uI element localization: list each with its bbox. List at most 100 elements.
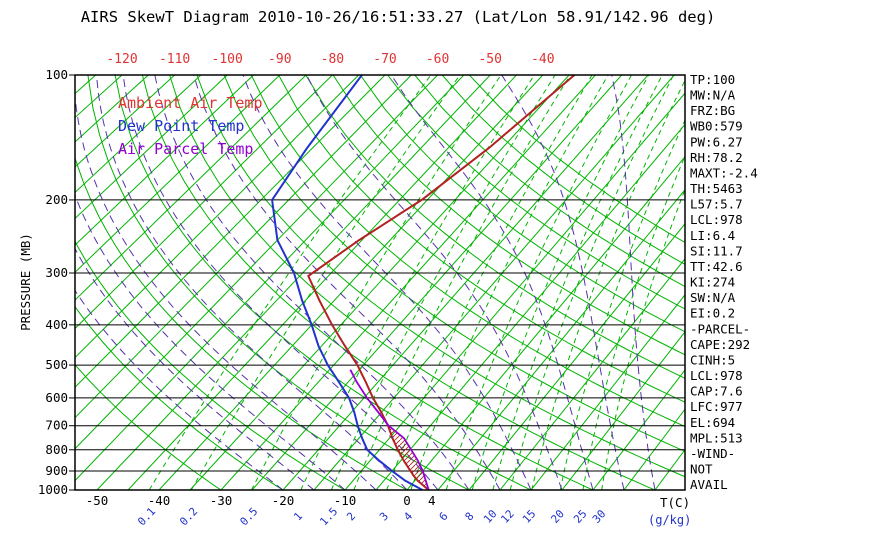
moist-adiabat-line [96,75,408,490]
stats-panel: TP:100MW:N/AFRZ:BGWB0:579PW:6.27RH:78.2M… [690,72,758,492]
ambient-temp-trace [307,75,576,490]
stat-line: EI:0.2 [690,306,735,321]
isotherm-line [220,75,596,490]
isotherm-line [75,75,386,388]
pressure-tick-label: 200 [45,192,68,207]
stat-line: SI:11.7 [690,243,743,258]
stat-line: SW:N/A [690,290,736,305]
stat-line: MW:N/A [690,88,736,103]
moist-adiabat-line [154,75,470,490]
mixing-ratio-line [148,75,432,490]
isotherm-line [96,75,491,490]
isotherm-line [75,75,281,273]
moist-adiabat-line [75,90,377,490]
isotherm-line [75,75,254,246]
stat-line: CAPE:292 [690,337,750,352]
mixing-ratio-tick-label: 8 [463,510,477,524]
pressure-tick-label: 100 [45,67,68,82]
dew-point-trace [271,75,423,490]
mixing-ratio-tick-label: 10 [481,507,500,526]
mixing-ratio-tick-label: 0.1 [135,505,158,528]
dry-adiabat-line [414,75,685,288]
isotherm-line [561,331,685,490]
mixing-ratio-line [582,154,685,490]
moist-adiabat-line [193,75,501,490]
isotherm-line [468,223,685,490]
stat-line: L57:5.7 [690,197,743,212]
mixing-ratio-tick-label: 2 [344,510,358,524]
pressure-tick-label: 900 [45,463,68,478]
mixing-ratio-axis-title: (g/kg) [648,513,691,527]
stat-line: WB0:579 [690,119,743,134]
dry-adiabat-line [250,75,685,428]
top-temp-tick-label: -60 [426,52,449,67]
isotherm-line [313,75,675,490]
isotherm-line [75,75,202,194]
top-temp-tick-label: -80 [321,52,344,67]
mixing-ratio-line [190,75,461,490]
mixing-ratio-line [353,75,571,490]
pressure-tick-label: 1000 [38,482,68,497]
isotherm-line [623,408,685,490]
bottom-temp-tick-label: -50 [86,493,109,508]
moist-adiabat-line [122,75,439,490]
isotherm-line [75,75,175,168]
stat-line: TH:5463 [690,181,743,196]
mixing-ratio-line [410,75,609,490]
stat-line: EL:694 [690,415,735,430]
stat-line: LCL:978 [690,368,743,383]
isotherm-line [375,123,685,490]
mixing-ratio-line [509,75,674,490]
moist-adiabat-line [75,247,315,490]
mixing-ratio-line [471,75,650,490]
plot-frame [74,74,686,491]
legend-dew-point-temp: Dew Point Temp [118,117,244,135]
stat-line: -WIND- [690,446,735,461]
dry-adiabat-line [223,75,685,452]
isotherm-line [437,189,685,490]
dry-adiabat-line [332,75,685,356]
isotherm-line [654,448,685,490]
mixing-ratio-line [559,118,685,490]
top-temp-tick-label: -110 [159,52,190,67]
mixing-ratio-tick-label: 20 [548,507,567,526]
moist-adiabat-line [306,75,563,490]
mixing-ratio-line [386,75,593,490]
dry-adiabat-line [305,75,685,379]
bottom-temp-tick-label: -40 [148,493,171,508]
dry-adiabat-lines [75,75,685,490]
moist-adiabat-line [390,75,594,490]
isotherm-line [344,92,685,490]
plot-area [75,75,685,490]
dry-adiabat-line [196,75,685,478]
mixing-ratio-line [445,75,632,490]
moist-adiabat-line [75,289,284,490]
dry-adiabat-line [114,75,532,490]
stat-line: TT:42.6 [690,259,743,274]
stat-line: LI:6.4 [690,228,735,243]
moist-adiabat-lines [75,75,656,490]
isotherm-line [189,75,570,490]
stat-line: FRZ:BG [690,103,735,118]
dry-adiabat-line [75,240,346,490]
isotherm-line [282,75,649,490]
pressure-axis-title: PRESSURE (MB) [18,233,33,331]
mixing-ratio-line [251,75,502,490]
top-temp-tick-label: -70 [373,52,396,67]
pressure-tick-label: 700 [45,418,68,433]
isotherm-line [592,369,685,490]
pressure-tick-label: 600 [45,390,68,405]
stat-line: LCL:978 [690,212,743,227]
mixing-ratio-line [601,188,685,490]
stat-line: MPL:513 [690,430,743,445]
mixing-ratio-tick-label: 15 [520,507,539,526]
isotherm-line [499,258,685,490]
moist-adiabat-line [611,75,656,490]
dry-adiabat-line [441,75,685,265]
moist-adiabat-line [242,75,532,490]
pressure-tick-label: 800 [45,442,68,457]
temp-axis-title: T(C) [660,495,690,510]
mixing-ratio-line [531,79,685,490]
